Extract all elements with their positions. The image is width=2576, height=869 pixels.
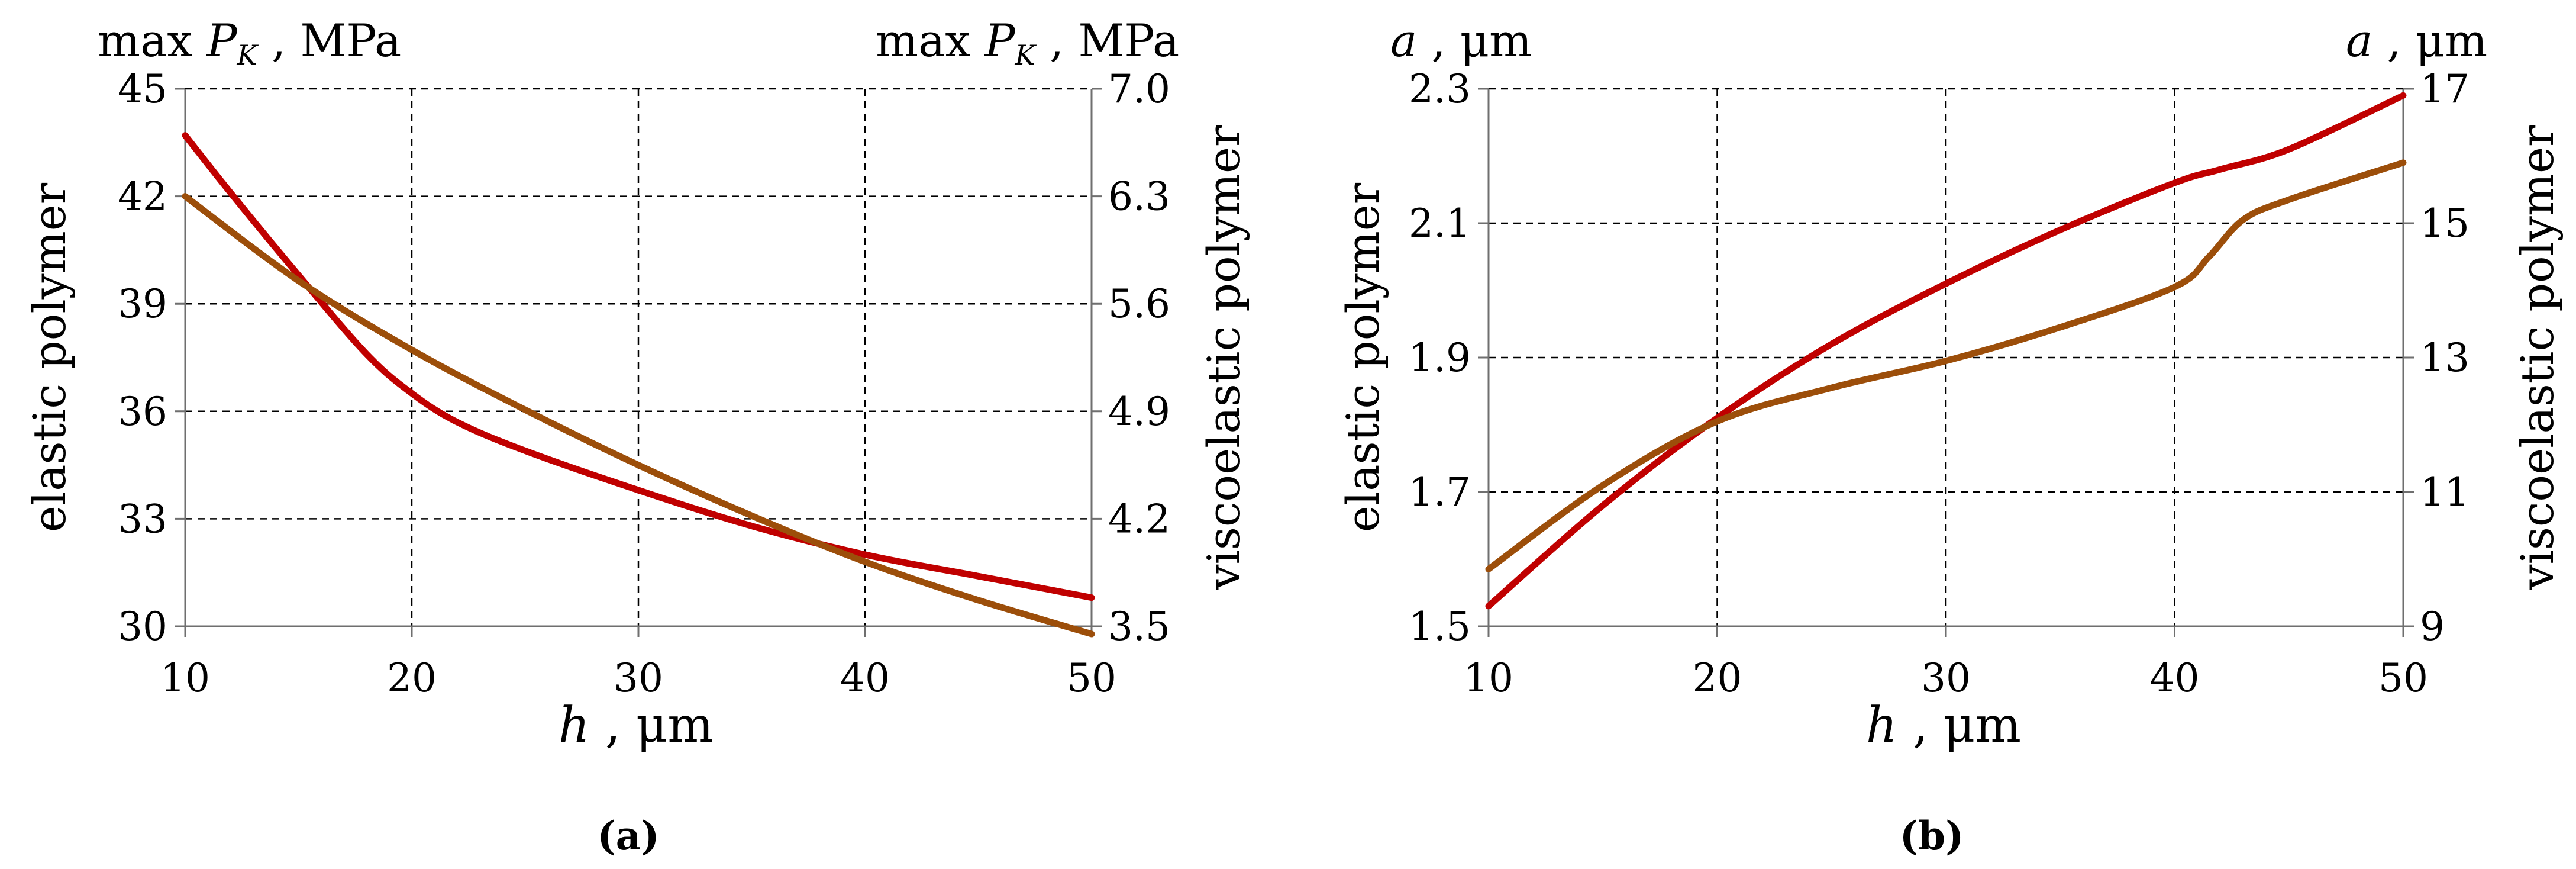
right-tick-label: 4.2 [1108,496,1170,542]
left-tick-label: 1.5 [1409,604,1471,649]
panel-caption: (b) [1900,813,1964,859]
left-tick-label: 1.7 [1409,469,1471,515]
right-tick-label: 6.3 [1108,174,1170,220]
x-axis-label: h , μm [1866,697,2021,754]
left-axis-title: max PK , MPa [98,14,401,71]
right-tick-label: 15 [2420,201,2470,246]
left-tick-label: 2.1 [1409,201,1471,246]
x-tick-label: 50 [1067,655,1116,701]
left-axis-title: a , μm [1390,14,1532,67]
right-tick-label: 5.6 [1108,281,1170,327]
x-axis-label: h , μm [559,697,714,754]
x-tick-label: 40 [2150,655,2200,701]
right-tick-label: 17 [2420,66,2470,112]
right-side-label: viscoelastic polymer [2511,125,2564,590]
right-tick-label: 7.0 [1108,66,1170,112]
left-tick-label: 2.3 [1409,66,1471,112]
right-tick-label: 9 [2420,604,2445,649]
x-tick-label: 50 [2378,655,2428,701]
left-side-label: elastic polymer [23,182,76,532]
chart-panel-b: 1.5 1.7 1.9 2.1 2.3 9 11 13 15 17 10 20 30 40 50 a , μm… [1337,14,2564,859]
right-tick-label: 11 [2420,469,2470,515]
left-tick-label: 30 [118,604,167,649]
left-tick-label: 1.9 [1409,335,1471,381]
series-line-viscoelastic-polymer [1485,159,2407,572]
right-tick-label: 4.9 [1108,389,1170,434]
right-side-label: viscoelastic polymer [1197,125,1250,590]
right-axis-title: max PK , MPa [876,14,1179,71]
chart-panel-a: 30 33 36 39 42 45 3.5 4.2 4.9 5.6 6.3 7.0 10 20 30 40 50… [23,14,1250,859]
left-side-label: elastic polymer [1337,182,1389,532]
x-tick-label: 30 [614,655,663,701]
panel-caption: (a) [597,813,659,859]
right-axis-title: a , μm [2346,14,2487,67]
left-tick-label: 42 [118,174,167,220]
x-tick-label: 10 [160,655,210,701]
left-tick-label: 39 [118,281,167,327]
x-tick-label: 20 [1693,655,1742,701]
series-line-viscoelastic-polymer [182,193,1095,638]
x-tick-label: 10 [1464,655,1513,701]
series-line-elastic-polymer [182,132,1095,601]
right-tick-label: 3.5 [1108,604,1170,649]
left-tick-label: 36 [118,389,167,434]
series-line-elastic-polymer [1485,92,2407,610]
right-tick-label: 13 [2420,335,2470,381]
x-tick-label: 40 [840,655,890,701]
x-tick-label: 20 [387,655,437,701]
left-tick-label: 45 [118,66,167,112]
x-tick-label: 30 [1921,655,1971,701]
left-tick-label: 33 [118,496,167,542]
